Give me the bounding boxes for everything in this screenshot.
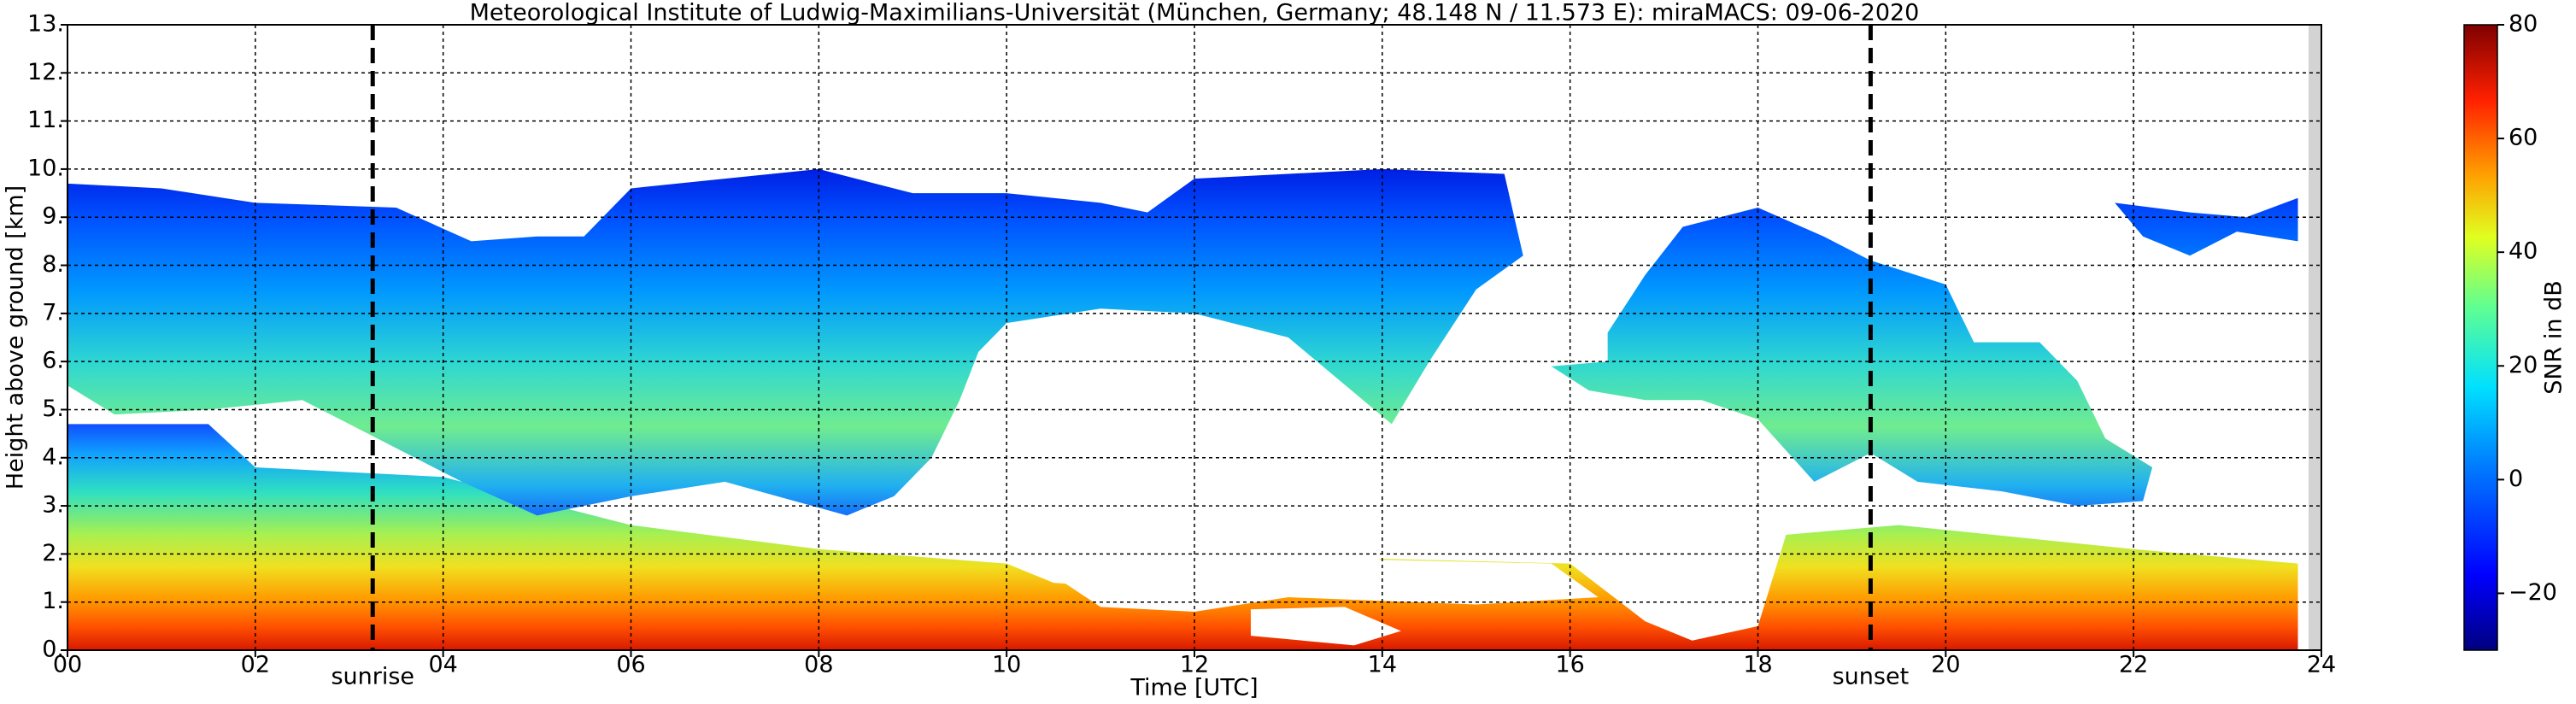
x-tick-label: 12 [1180,652,1209,678]
colorbar-tick-label: 60 [2509,125,2538,151]
colorbar-tick-label: −20 [2509,579,2557,606]
plot-frame [67,24,2322,651]
x-tick-label: 06 [616,652,645,678]
x-tick-label: 08 [804,652,833,678]
echo-region [67,168,1523,516]
x-tick-label: 00 [53,652,82,678]
x-axis-label: Time [UTC] [1130,675,1258,701]
chart-title: Meteorological Institute of Ludwig-Maxim… [470,0,1920,26]
x-tick-label: 10 [992,652,1021,678]
colorbar [2463,24,2498,651]
x-tick-label: 16 [1555,652,1584,678]
y-tick-label: 6. [42,348,64,374]
x-tick-label: 04 [428,652,457,678]
y-tick-label: 0. [42,637,64,663]
clear-gap [1053,559,1599,612]
y-tick-label: 7. [42,299,64,326]
y-tick-label: 12. [27,59,64,85]
y-tick-label: 3. [42,492,64,519]
x-tick-label: 24 [2307,652,2336,678]
x-tick-label: 14 [1368,652,1397,678]
y-tick-label: 4. [42,443,64,470]
echo-region [1551,207,2153,507]
x-tick-label: 02 [241,652,270,678]
x-tick-label: 22 [2119,652,2148,678]
colorbar-label: SNR in dB [2541,280,2567,395]
y-tick-label: 8. [42,251,64,278]
event-label: sunset [1833,664,1910,690]
y-tick-label: 13. [27,11,64,38]
y-tick-label: 5. [42,396,64,422]
y-tick-label: 2. [42,540,64,566]
colorbar-tick-label: 0 [2509,466,2523,492]
echo-region [2115,197,2298,256]
event-label: sunrise [331,664,414,690]
y-axis-label: Height above ground [km] [3,185,29,490]
clear-gap [1250,607,1401,646]
y-tick-label: 1. [42,588,64,614]
echo-region [67,424,2298,650]
echo-layer [67,168,2298,650]
y-tick-label: 10. [27,155,64,181]
y-tick-label: 11. [27,107,64,133]
colorbar-tick-label: 20 [2509,352,2538,378]
y-tick-label: 9. [42,203,64,230]
x-tick-label: 18 [1743,652,1772,678]
colorbar-tick-label: 40 [2509,238,2538,265]
x-tick-label: 20 [1931,652,1960,678]
colorbar-tick-label: 80 [2509,11,2538,38]
no-data-band [2309,25,2321,650]
